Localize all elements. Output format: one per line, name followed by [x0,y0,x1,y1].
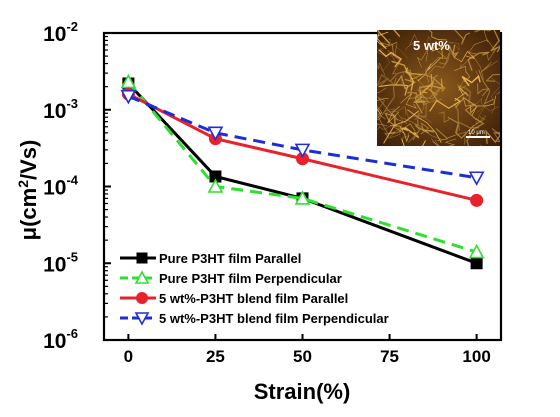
x-axis-title: Strain(%) [254,379,351,404]
series-line [127,92,477,202]
series-4 [120,89,485,186]
data-point-triangle-up [120,73,137,89]
series-line [127,94,477,180]
data-point-triangle-down [294,143,311,159]
legend-label: Pure P3HT film Perpendicular [159,271,342,286]
x-tick-label: 100 [462,347,490,366]
inset-label: 5 wt% [413,38,450,53]
y-tick-label: 10-2 [43,19,78,46]
y-axis-title: μ(cm2/Vs) [15,140,41,241]
x-tick-label: 25 [206,347,225,366]
series-line [127,81,478,254]
data-point-triangle-up [207,178,224,193]
y-tick-label: 10-5 [43,249,78,276]
x-tick-label: 50 [293,347,312,366]
data-point-triangle-up [134,270,150,284]
data-point-triangle-up [294,190,311,205]
legend-item: Pure P3HT film Perpendicular [120,270,342,286]
series-layer [120,73,485,270]
data-point-circle [136,292,148,304]
inset-scale-text: 10 μm [468,130,485,136]
data-point-triangle-down [468,171,485,186]
data-point-triangle-up [468,243,485,259]
x-axis: 0 25 50 75 100 [124,334,491,366]
data-point-circle [470,193,484,207]
x-tick-label: 75 [380,347,399,366]
y-tick-label: 10-3 [43,96,78,123]
y-tick-label: 10-6 [43,326,78,353]
data-point-triangle-down [134,312,150,326]
legend-item: 5 wt%-P3HT blend film Parallel [120,291,348,306]
afm-inset-image: 5 wt% 10 μm [377,30,500,146]
legend: Pure P3HT film Parallel Pure P3HT film Pe… [120,251,389,326]
data-point-triangle-down [207,126,224,142]
legend-label: Pure P3HT film Parallel [159,251,301,266]
series-line [127,82,478,265]
data-point-square [470,257,483,270]
data-point-triangle-down [120,89,137,105]
data-point-square [136,252,148,264]
legend-label: 5 wt%-P3HT blend film Parallel [159,291,348,306]
series-2 [120,73,485,259]
legend-label: 5 wt%-P3HT blend film Perpendicular [159,311,389,326]
y-tick-label: 10-4 [43,173,79,200]
x-tick-label: 0 [124,347,133,366]
y-axis: 10-6 10-5 10-4 10-3 10-2 [43,19,111,353]
legend-item: 5 wt%-P3HT blend film Perpendicular [120,311,389,326]
legend-item: Pure P3HT film Parallel [120,251,301,266]
